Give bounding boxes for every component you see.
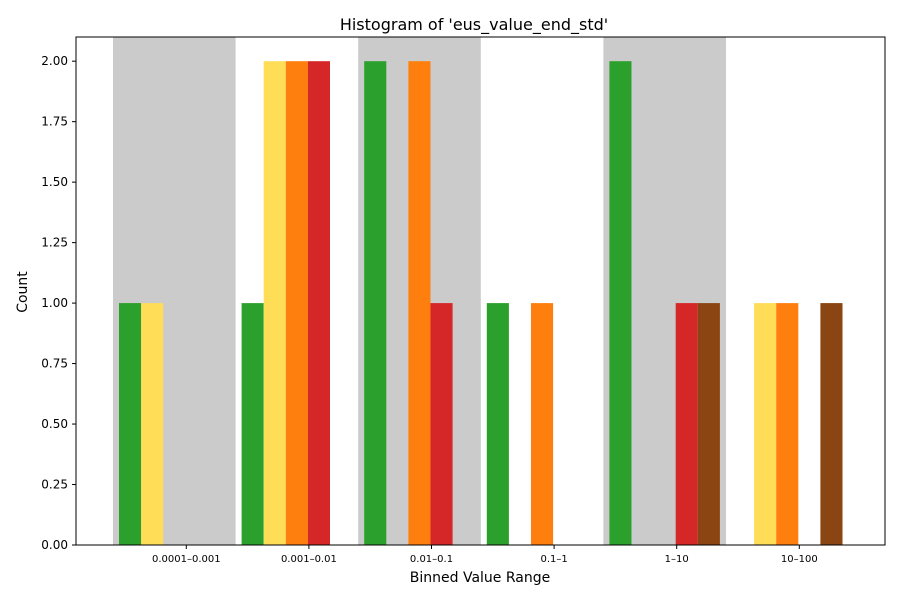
y-tick-label: 1.50 <box>41 175 68 189</box>
x-axis-ticks: 0.0001–0.001 0.001–0.01 0.01–0.1 0.1–1 1–10 1… <box>152 545 818 565</box>
y-tick-label: 0.00 <box>41 538 68 552</box>
x-tick-label: 0.0001–0.001 <box>152 554 221 565</box>
y-axis-ticks: 0.00 0.25 0.50 0.75 1.00 1.25 1.50 1.75 2.00 <box>41 54 76 552</box>
bar <box>531 303 554 545</box>
bar <box>408 61 431 545</box>
bar <box>776 303 799 545</box>
x-tick-label: 0.1–1 <box>540 554 567 565</box>
bar <box>486 303 509 545</box>
bar <box>119 303 142 545</box>
bar <box>285 61 308 545</box>
chart-title: Histogram of 'eus_value_end_std' <box>340 15 608 35</box>
bars-layer <box>119 61 843 545</box>
bar <box>364 61 387 545</box>
bar <box>307 61 330 545</box>
bar <box>697 303 720 545</box>
bar <box>263 61 286 545</box>
x-tick-label: 10–100 <box>781 554 818 565</box>
y-tick-label: 2.00 <box>41 54 68 68</box>
bar <box>241 303 264 545</box>
bar <box>675 303 698 545</box>
y-tick-label: 0.50 <box>41 417 68 431</box>
y-tick-label: 0.75 <box>41 357 68 371</box>
x-tick-label: 0.001–0.01 <box>281 554 337 565</box>
x-axis-label: Binned Value Range <box>410 570 550 586</box>
y-tick-label: 1.75 <box>41 115 68 129</box>
x-tick-label: 1–10 <box>665 554 689 565</box>
bar <box>430 303 453 545</box>
y-tick-label: 1.00 <box>41 296 68 310</box>
bar <box>609 61 632 545</box>
y-tick-label: 0.25 <box>41 478 68 492</box>
bar <box>141 303 164 545</box>
y-tick-label: 1.25 <box>41 236 68 250</box>
x-tick-label: 0.01–0.1 <box>410 554 453 565</box>
plot-frame <box>75 36 886 546</box>
bar <box>820 303 843 545</box>
y-axis-label: Count <box>15 271 31 313</box>
bar <box>754 303 777 545</box>
